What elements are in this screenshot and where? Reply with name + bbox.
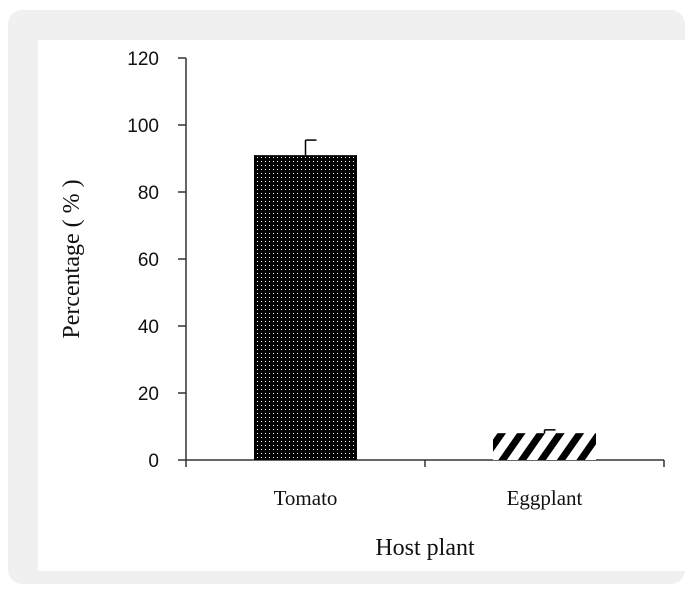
bars: Tomato Eggplant xyxy=(254,139,596,510)
x-tick-label: Tomato xyxy=(274,486,338,510)
y-tick-label: 40 xyxy=(138,317,159,338)
y-tick-label: 80 xyxy=(138,183,159,204)
bar-eggplant xyxy=(493,433,596,460)
y-tick-label: 60 xyxy=(138,250,159,271)
chart-panel xyxy=(38,40,685,571)
y-tick-label: 20 xyxy=(138,384,159,405)
y-tick-label: 0 xyxy=(148,451,159,472)
y-axis-title: Percentage ( % ) xyxy=(59,179,85,338)
labels: Host plant Percentage ( % ) xyxy=(59,179,475,561)
axes: 0 20 40 60 80 100 120 xyxy=(127,49,665,472)
x-axis-title: Host plant xyxy=(375,535,475,561)
x-tick-label: Eggplant xyxy=(507,486,583,510)
bar-tomato xyxy=(254,155,357,460)
y-tick-label: 100 xyxy=(127,116,159,137)
y-tick-label: 120 xyxy=(127,49,159,70)
